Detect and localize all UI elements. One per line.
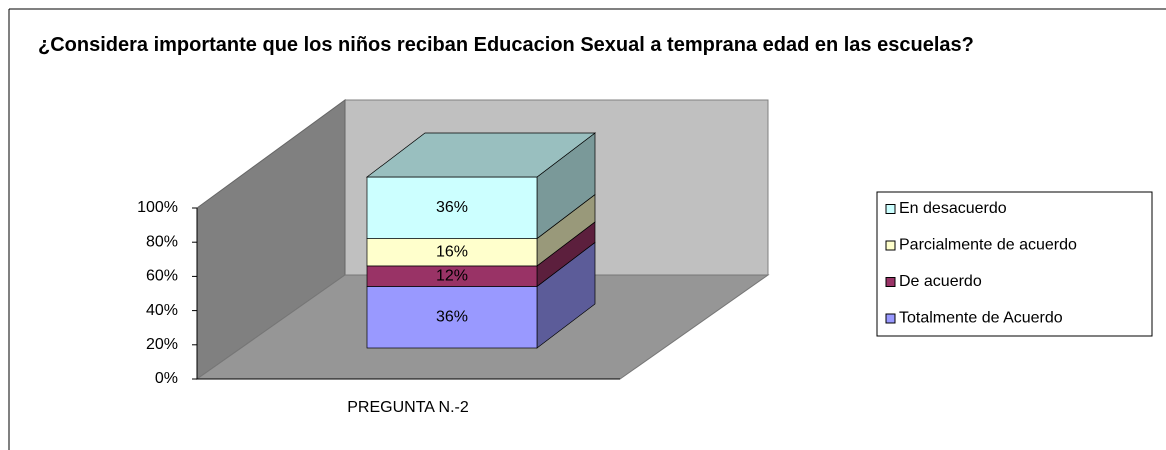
chart-title: ¿Considera importante que los niños reci…	[38, 34, 974, 56]
data-label: 36%	[436, 308, 468, 325]
data-label: 36%	[436, 199, 468, 216]
bar	[366, 176, 538, 239]
y-tick-label: 20%	[146, 336, 178, 353]
y-tick-label: 80%	[146, 233, 178, 250]
y-tick-label: 100%	[137, 199, 178, 216]
bar	[366, 286, 538, 349]
legend-label: En desacuerdo	[899, 200, 1007, 217]
legend-label: Totalmente de Acuerdo	[899, 310, 1063, 327]
legend-swatch	[885, 277, 896, 287]
y-tick-label: 60%	[146, 268, 178, 285]
bar-top	[365, 132, 597, 178]
legend-swatch	[885, 204, 896, 214]
data-label: 12%	[436, 267, 468, 284]
legend-swatch	[885, 240, 896, 251]
data-label: 16%	[436, 243, 468, 260]
y-tick-label: 0%	[155, 370, 178, 387]
legend-label: Parcialmente de acuerdo	[899, 237, 1077, 254]
legend-label: De acuerdo	[899, 273, 982, 290]
legend-swatch	[885, 313, 896, 324]
y-tick-label: 40%	[146, 302, 178, 319]
x-tick-label: PREGUNTA N.-2	[347, 399, 469, 416]
legend	[876, 191, 1153, 337]
